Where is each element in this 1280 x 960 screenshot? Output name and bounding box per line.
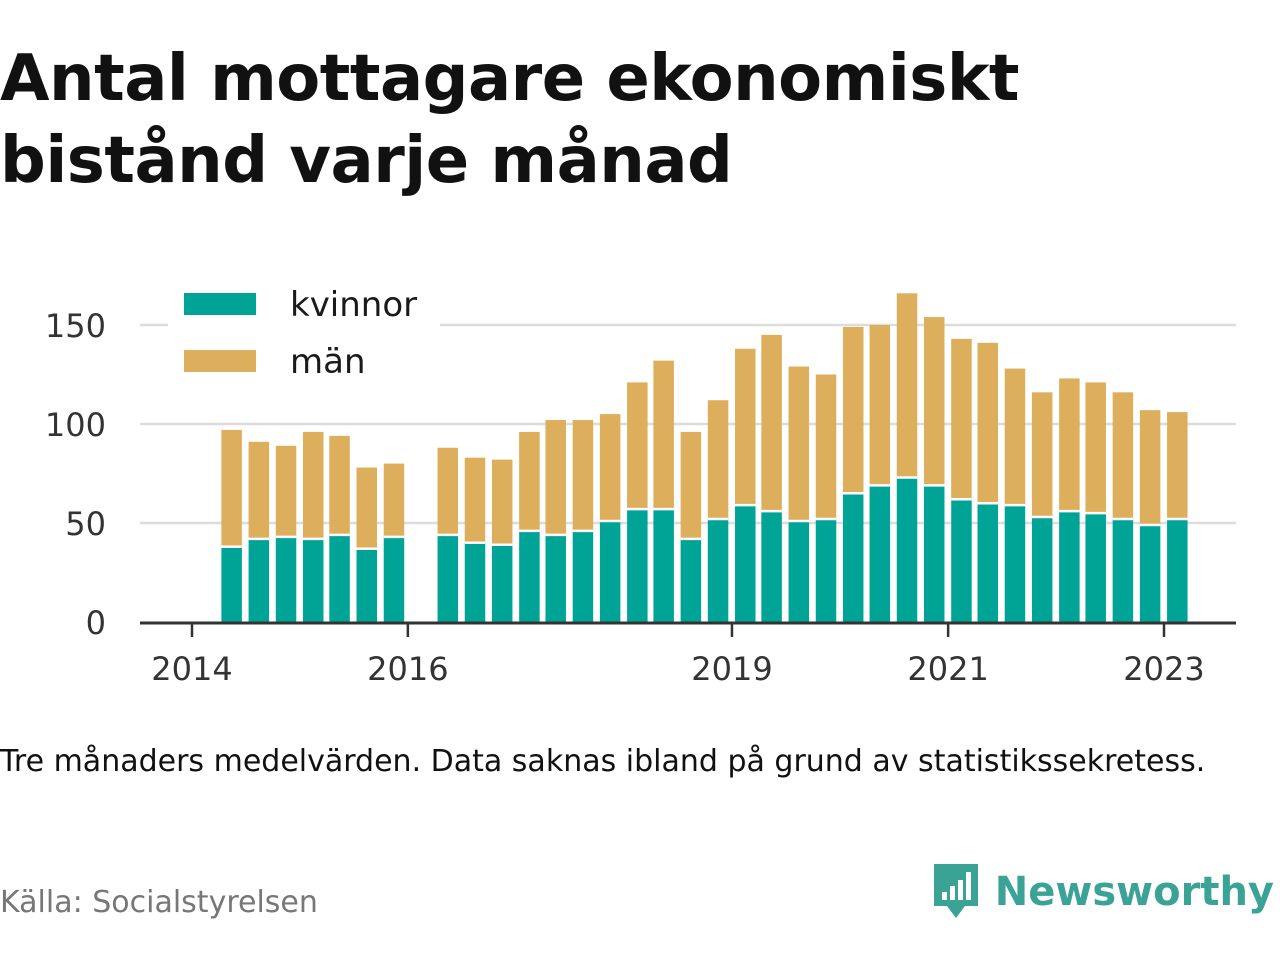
y-tick-label: 150 — [45, 307, 106, 345]
bar-kvinnor — [437, 534, 459, 622]
bar-man — [869, 325, 891, 486]
bar-kvinnor — [1112, 519, 1134, 622]
bar-man — [519, 431, 540, 531]
bar-kvinnor — [545, 534, 566, 622]
bar-kvinnor — [1139, 524, 1161, 622]
chart-title: Antal mottagare ekonomiskt bistånd varje… — [0, 42, 1020, 198]
bar-man — [437, 447, 459, 535]
bar-kvinnor — [491, 544, 513, 622]
bar-man — [680, 431, 702, 539]
x-tick-label: 2014 — [151, 650, 232, 688]
bar-kvinnor — [923, 485, 945, 622]
y-tick-label: 100 — [45, 406, 106, 444]
bar-kvinnor — [680, 538, 702, 622]
bar-man — [1112, 392, 1134, 520]
bar-man — [977, 342, 999, 504]
x-tick-label: 2021 — [907, 650, 988, 688]
bar-man — [356, 467, 378, 549]
bar-kvinnor — [869, 485, 891, 622]
bar-man — [248, 441, 270, 539]
bar-man — [842, 326, 864, 494]
bar-man — [735, 348, 756, 506]
bar-man — [923, 317, 945, 486]
legend-swatch — [184, 350, 256, 372]
bar-man — [545, 420, 566, 535]
bar-kvinnor — [1167, 519, 1188, 622]
bar-man — [627, 382, 648, 510]
bar-kvinnor — [896, 477, 918, 622]
x-tick-label: 2016 — [367, 650, 448, 688]
bar-man — [464, 457, 486, 543]
bar-man — [1139, 410, 1161, 525]
bar-man — [599, 414, 621, 522]
chart-caption: Tre månaders medelvärden. Data saknas ib… — [0, 744, 1206, 779]
bar-kvinnor — [977, 503, 999, 622]
newsworthy-logo: Newsworthy — [931, 862, 1274, 922]
bar-man — [951, 338, 972, 500]
bar-kvinnor — [627, 509, 648, 622]
bar-kvinnor — [329, 534, 350, 622]
bar-man — [329, 435, 350, 535]
bar-man — [1085, 382, 1106, 514]
bar-kvinnor — [221, 546, 242, 622]
bar-kvinnor — [951, 499, 972, 622]
legend-label: män — [290, 342, 366, 382]
bar-man — [707, 400, 729, 520]
y-tick-label: 50 — [65, 505, 106, 543]
bar-kvinnor — [275, 536, 297, 622]
bar-man — [1167, 412, 1188, 520]
newsworthy-logo-icon — [933, 864, 978, 918]
x-tick-label: 2019 — [691, 650, 772, 688]
bar-kvinnor — [1085, 513, 1106, 622]
bar-kvinnor — [735, 505, 756, 622]
legend-swatch — [184, 293, 256, 315]
bar-man — [815, 374, 837, 520]
bar-kvinnor — [1004, 505, 1026, 622]
bar-man — [788, 366, 810, 522]
bar-man — [221, 429, 242, 547]
bar-man — [491, 459, 513, 545]
bar-man — [1004, 368, 1026, 506]
bar-man — [896, 293, 918, 478]
bar-kvinnor — [761, 511, 782, 622]
bar-man — [572, 420, 594, 531]
bar-kvinnor — [707, 519, 729, 622]
brand-name: Newsworthy — [994, 869, 1274, 915]
bar-kvinnor — [383, 536, 405, 622]
bar-kvinnor — [572, 530, 594, 622]
bar-man — [275, 445, 297, 537]
bar-kvinnor — [1031, 517, 1053, 622]
bar-kvinnor — [653, 509, 674, 622]
stacked-bar-chart: 0 50 100 150 2014 2016 2019 2021 2023 kvinnor män — [45, 274, 1236, 688]
bar-kvinnor — [788, 521, 810, 622]
bar-man — [1059, 378, 1080, 512]
bar-kvinnor — [464, 542, 486, 622]
bar-man — [302, 431, 324, 539]
bar-kvinnor — [519, 530, 540, 622]
chart-area: 0 50 100 150 2014 2016 2019 2021 2023 kvinnor män — [0, 270, 1280, 700]
source-note: Källa: Socialstyrelsen — [0, 885, 318, 920]
bar-man — [383, 463, 405, 537]
bar-kvinnor — [842, 493, 864, 622]
bar-man — [761, 334, 782, 512]
bar-man — [1031, 392, 1053, 518]
bar-kvinnor — [599, 521, 621, 622]
bar-kvinnor — [356, 548, 378, 622]
bar-kvinnor — [302, 538, 324, 622]
x-tick-label: 2023 — [1123, 650, 1204, 688]
legend-label: kvinnor — [290, 285, 417, 325]
bar-kvinnor — [815, 519, 837, 622]
bar-man — [653, 360, 674, 510]
bar-kvinnor — [248, 538, 270, 622]
y-tick-label: 0 — [86, 604, 106, 642]
bar-kvinnor — [1059, 511, 1080, 622]
legend: kvinnor män — [168, 274, 440, 394]
